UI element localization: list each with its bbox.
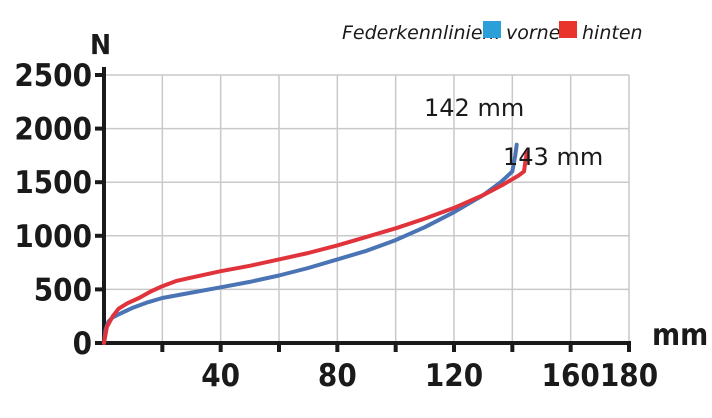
legend-title: Federkennlinien:	[342, 22, 501, 44]
y-tick-label: 2000	[14, 112, 92, 148]
x-tick-label: 180	[600, 358, 658, 394]
legend-label-vorne: vorne	[506, 22, 560, 44]
y-tick-label: 2500	[14, 58, 92, 94]
annotation-hinten-travel: 143 mm	[503, 143, 603, 171]
annotation-vorne-travel: 142 mm	[424, 94, 524, 122]
x-tick-label: 120	[425, 358, 483, 394]
y-tick-label: 1500	[14, 165, 92, 201]
x-axis-label: mm	[652, 318, 708, 353]
series-line-vorne	[102, 142, 519, 345]
axes	[95, 67, 631, 352]
x-tick-label: 40	[201, 358, 240, 394]
tick-labels: 0 500 1000 1500 2000 2500 40 80 120 160 180	[14, 58, 658, 394]
series-line-hinten	[102, 150, 529, 345]
grid	[104, 74, 630, 343]
legend-swatch-vorne	[483, 21, 501, 38]
x-tick-label: 160	[542, 358, 600, 394]
x-tick-label: 80	[318, 358, 357, 394]
y-tick-label: 500	[34, 272, 92, 308]
y-tick-label: 1000	[14, 219, 92, 255]
y-tick-label: 0	[73, 326, 92, 362]
legend-label-hinten: hinten	[582, 22, 643, 44]
y-axis-label: N	[90, 28, 111, 61]
legend-swatch-hinten	[559, 21, 577, 38]
series-lines	[102, 142, 529, 345]
legend: Federkennlinien: vorne hinten	[342, 21, 643, 44]
